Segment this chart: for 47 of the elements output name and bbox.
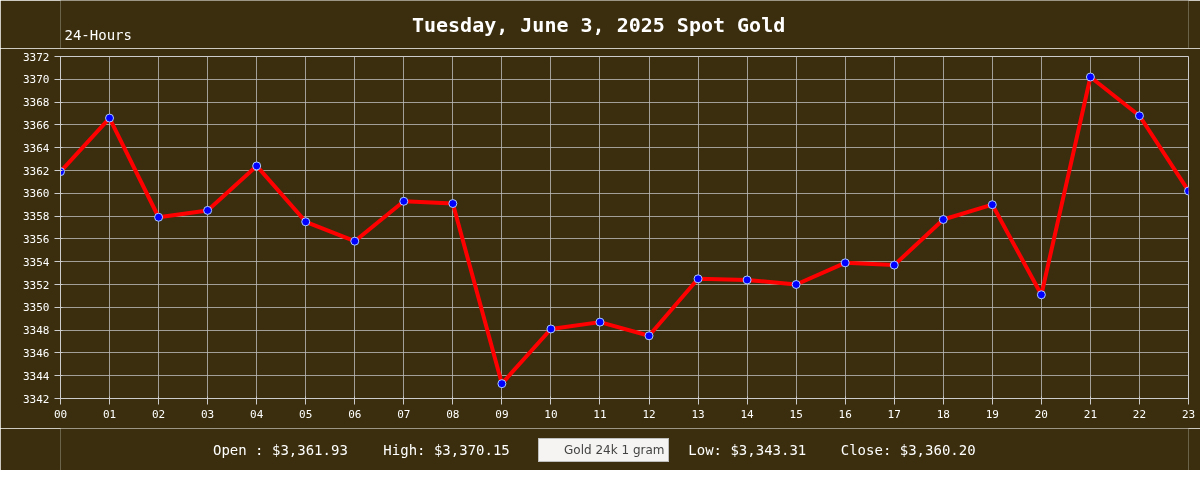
y-tick-label: 3348 <box>23 324 50 338</box>
y-tick-label: 3342 <box>23 392 50 406</box>
text: Open : $3,361.93 <box>212 441 348 458</box>
y-tick-label: 3356 <box>23 232 50 246</box>
y-tick-label: 3352 <box>23 278 50 292</box>
x-tick-label: 23 <box>1181 407 1196 421</box>
x-tick-label: 07 <box>397 407 411 421</box>
y-tick-label: 3358 <box>23 210 50 224</box>
x-tick-label: 10 <box>544 407 558 421</box>
text: Close: $3,360.20 <box>840 441 976 458</box>
x-tick-label: 02 <box>151 407 166 421</box>
chart-title: Tuesday, June 3, 2025 Spot Gold <box>411 12 786 37</box>
text: Low: $3,343.31 <box>688 441 807 458</box>
x-tick-label: 01 <box>102 407 117 421</box>
text: High: $3,370.15 <box>383 441 510 458</box>
x-tick-label: 22 <box>1132 407 1147 421</box>
x-tick-label: 09 <box>495 407 509 421</box>
y-tick-label: 3350 <box>23 301 50 315</box>
y-tick-label: 3354 <box>23 255 50 269</box>
x-tick-label: 06 <box>348 407 362 421</box>
x-tick-label: 03 <box>201 407 215 421</box>
x-tick-label: 13 <box>691 407 705 421</box>
x-tick-label: 21 <box>1083 407 1098 421</box>
y-tick-label: 3346 <box>23 346 50 360</box>
y-tick-label: 3360 <box>23 187 50 201</box>
x-tick-label: 14 <box>740 407 755 421</box>
y-tick-label: 3368 <box>23 96 50 110</box>
y-tick-label: 3344 <box>23 369 50 383</box>
y-tick-label: 3364 <box>23 141 50 155</box>
y-tick-label: 3362 <box>23 164 50 178</box>
x-tick-label: 12 <box>642 407 656 421</box>
y-tick-label: 3370 <box>23 73 50 87</box>
x-tick-label: 00 <box>53 407 68 421</box>
y-tick-label: 3366 <box>23 118 50 132</box>
x-tick-label: 11 <box>593 407 607 421</box>
y-tick-label: 3372 <box>23 50 50 64</box>
x-tick-label: 18 <box>936 407 950 421</box>
text: Gold 24k 1 gram <box>564 443 665 457</box>
x-tick-label: 16 <box>838 407 852 421</box>
x-tick-label: 15 <box>789 407 803 421</box>
x-tick-label: 19 <box>985 407 999 421</box>
x-tick-label: 05 <box>299 407 313 421</box>
text: 24-Hours <box>64 26 132 43</box>
x-tick-label: 08 <box>446 407 460 421</box>
x-tick-label: 20 <box>1034 407 1048 421</box>
x-tick-label: 17 <box>887 407 901 421</box>
x-tick-label: 04 <box>250 407 264 421</box>
